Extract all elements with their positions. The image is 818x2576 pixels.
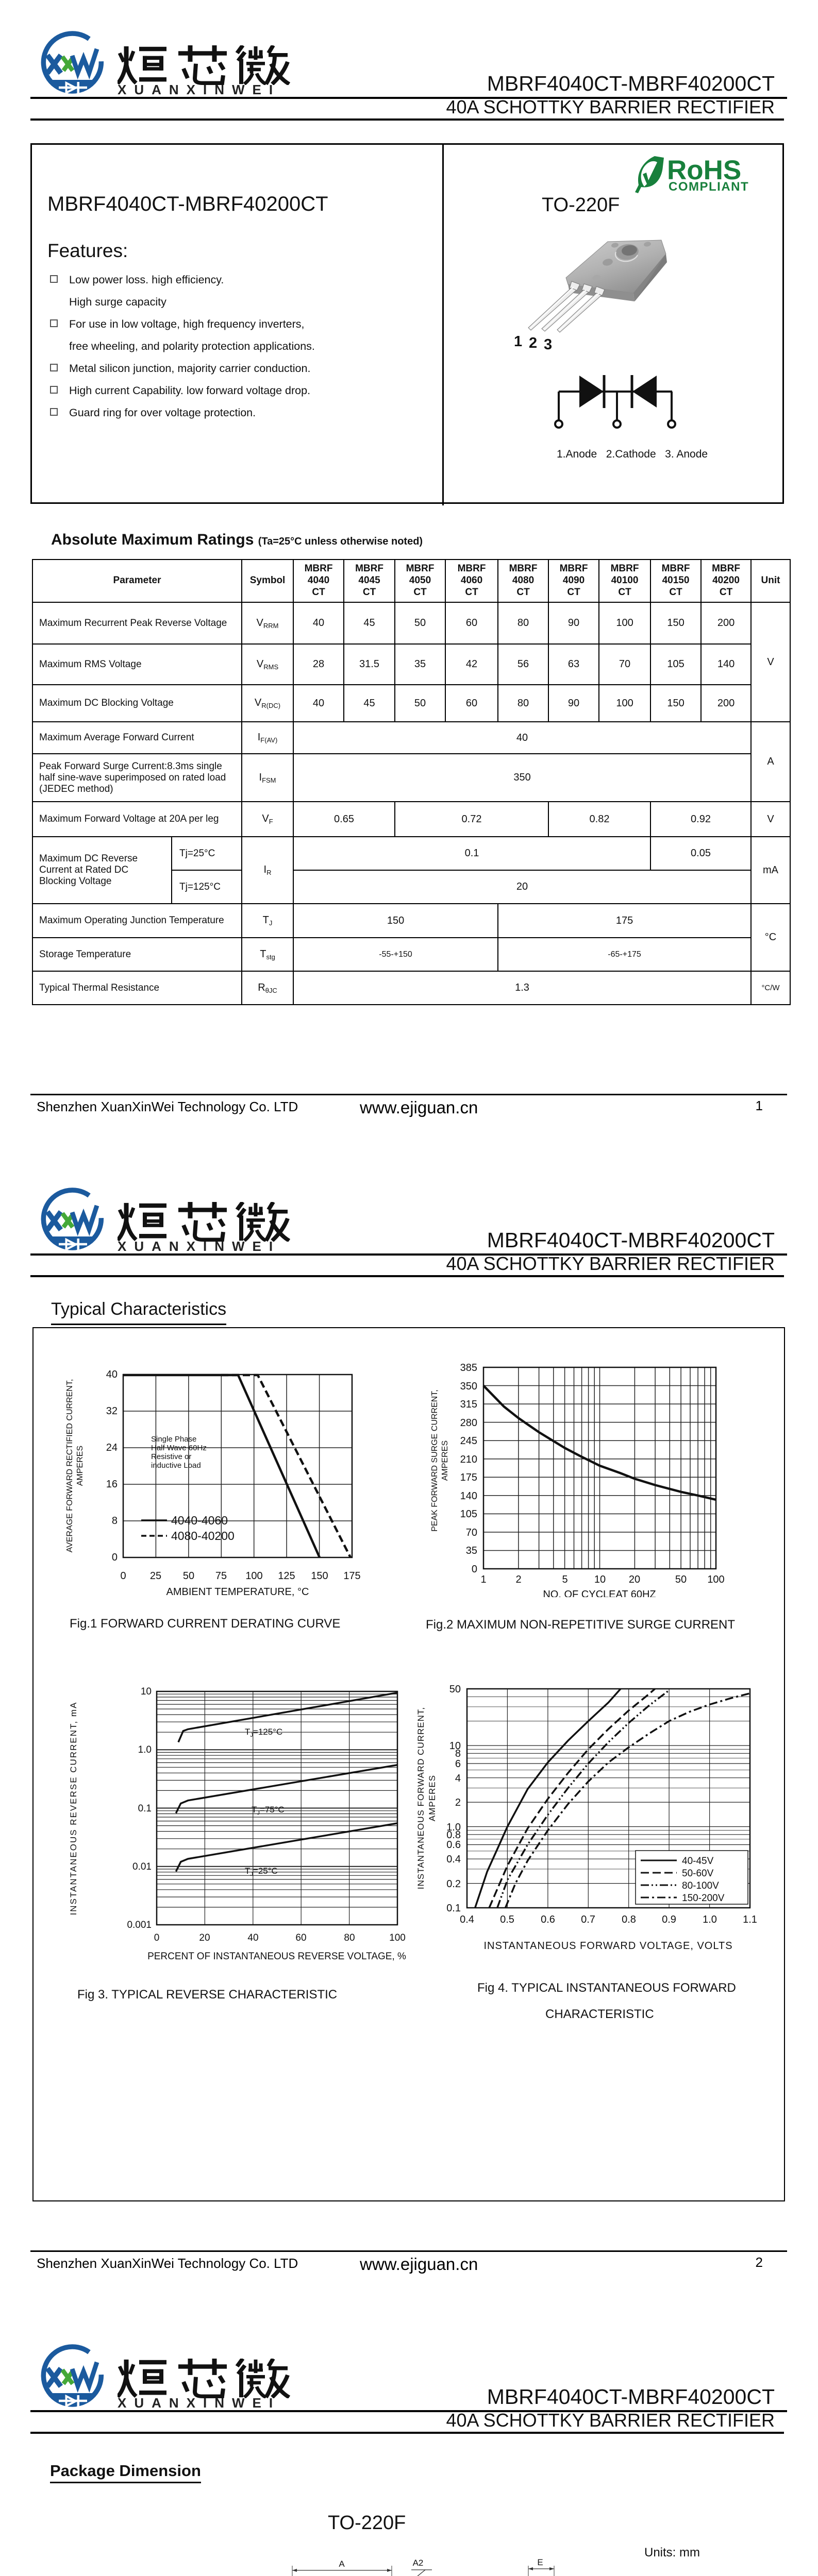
svg-text:1.0: 1.0: [703, 1914, 717, 1925]
svg-text:32: 32: [106, 1405, 118, 1417]
svg-text:5: 5: [562, 1574, 567, 1585]
svg-text:75: 75: [215, 1570, 227, 1582]
svg-text:0.9: 0.9: [662, 1914, 676, 1925]
svg-text:6: 6: [455, 1758, 461, 1770]
svg-text:INSTANTANEOUS REVERSE CURREN: INSTANTANEOUS REVERSE CURRENT, mA: [69, 1702, 78, 1916]
svg-text:RoHS: RoHS: [667, 155, 741, 185]
svg-text:1.0: 1.0: [138, 1744, 152, 1755]
svg-text:24: 24: [106, 1442, 118, 1453]
svg-text:50: 50: [183, 1570, 194, 1582]
svg-text:0.7: 0.7: [581, 1914, 595, 1925]
svg-text:TJ=25°C: TJ=25°C: [245, 1866, 278, 1877]
svg-text:2: 2: [455, 1797, 461, 1808]
svg-text:40-45V: 40-45V: [682, 1856, 714, 1867]
svg-text:INSTANTANEOUS FORWARD CURRENT,: INSTANTANEOUS FORWARD CURRENT,: [416, 1707, 426, 1889]
svg-text:8: 8: [455, 1748, 461, 1759]
svg-text:1: 1: [514, 333, 522, 350]
svg-text:0: 0: [472, 1564, 477, 1575]
svg-text:1: 1: [480, 1574, 486, 1585]
svg-text:40: 40: [247, 1933, 258, 1943]
svg-text:Half Wave 60Hz: Half Wave 60Hz: [151, 1444, 207, 1452]
svg-text:10: 10: [449, 1740, 461, 1752]
svg-text:125: 125: [278, 1570, 295, 1582]
svg-text:35: 35: [466, 1545, 477, 1556]
svg-text:70: 70: [466, 1527, 477, 1538]
svg-text:40: 40: [106, 1369, 118, 1380]
svg-text:E: E: [537, 2557, 543, 2567]
svg-text:100: 100: [707, 1574, 724, 1585]
svg-text:385: 385: [460, 1362, 477, 1374]
svg-text:25: 25: [150, 1570, 161, 1582]
svg-text:50-60V: 50-60V: [682, 1868, 714, 1879]
svg-text:inductive Load: inductive Load: [151, 1461, 201, 1470]
svg-text:10: 10: [594, 1574, 606, 1585]
svg-text:20: 20: [629, 1574, 640, 1585]
svg-text:105: 105: [460, 1509, 477, 1520]
svg-text:8: 8: [112, 1515, 118, 1527]
svg-text:175: 175: [343, 1570, 360, 1582]
svg-text:AMPERES: AMPERES: [427, 1775, 437, 1821]
svg-text:0.1: 0.1: [446, 1903, 461, 1914]
svg-text:16: 16: [106, 1479, 118, 1490]
svg-text:100: 100: [245, 1570, 262, 1582]
svg-text:3: 3: [544, 336, 552, 350]
svg-text:NO. OF CYCLEAT 60HZ: NO. OF CYCLEAT 60HZ: [543, 1589, 656, 1597]
svg-text:0: 0: [112, 1552, 118, 1563]
svg-text:PERCENT OF INSTANTANEOUS REVER: PERCENT OF INSTANTANEOUS REVERSE VOLTAGE…: [147, 1951, 406, 1962]
svg-text:2: 2: [515, 1574, 521, 1585]
svg-text:0.01: 0.01: [132, 1861, 152, 1872]
svg-text:0.6: 0.6: [541, 1914, 555, 1925]
svg-text:210: 210: [460, 1454, 477, 1465]
svg-text:TJ=75°C: TJ=75°C: [252, 1805, 285, 1816]
svg-text:2: 2: [529, 335, 537, 350]
svg-text:0.1: 0.1: [138, 1803, 152, 1814]
svg-text:100: 100: [389, 1933, 406, 1943]
svg-text:80: 80: [344, 1933, 355, 1943]
svg-text:0.5: 0.5: [500, 1914, 514, 1925]
svg-text:150-200V: 150-200V: [682, 1893, 725, 1904]
svg-text:4: 4: [455, 1773, 461, 1784]
svg-text:0.8: 0.8: [446, 1829, 461, 1841]
svg-text:TJ=125°C: TJ=125°C: [245, 1727, 282, 1738]
svg-text:10: 10: [141, 1686, 152, 1697]
svg-text:315: 315: [460, 1399, 477, 1410]
svg-text:Resistive or: Resistive or: [151, 1452, 191, 1461]
svg-text:245: 245: [460, 1435, 477, 1447]
svg-text:0: 0: [120, 1570, 126, 1582]
svg-text:AMPERES: AMPERES: [76, 1446, 85, 1486]
svg-text:AMBIENT TEMPERATURE, °C: AMBIENT TEMPERATURE, °C: [166, 1586, 309, 1597]
svg-text:80-100V: 80-100V: [682, 1880, 719, 1891]
svg-text:PEAK FORWARD SURGE CURRENT,: PEAK FORWARD SURGE CURRENT,: [430, 1389, 439, 1532]
svg-text:A: A: [339, 2559, 345, 2569]
svg-text:50: 50: [449, 1684, 461, 1695]
svg-text:1.0: 1.0: [446, 1822, 461, 1833]
svg-text:0: 0: [154, 1933, 160, 1943]
svg-text:0.6: 0.6: [446, 1839, 461, 1851]
svg-text:140: 140: [460, 1490, 477, 1502]
svg-text:Single Phase: Single Phase: [151, 1435, 196, 1444]
svg-text:A2: A2: [413, 2558, 424, 2568]
svg-text:150: 150: [311, 1570, 328, 1582]
svg-text:60: 60: [295, 1933, 306, 1943]
svg-text:0.4: 0.4: [446, 1854, 461, 1865]
svg-text:4080-40200: 4080-40200: [171, 1529, 235, 1543]
svg-text:175: 175: [460, 1472, 477, 1483]
svg-text:0.001: 0.001: [127, 1920, 152, 1930]
svg-text:20: 20: [199, 1933, 210, 1943]
svg-text:INSTANTANEOUS FORWARD VOLTAGE,: INSTANTANEOUS FORWARD VOLTAGE, VOLTS: [483, 1940, 732, 1952]
svg-text:0.4: 0.4: [460, 1914, 474, 1925]
svg-text:4040-4060: 4040-4060: [171, 1514, 228, 1527]
svg-text:COMPLIANT: COMPLIANT: [669, 180, 749, 194]
svg-text:280: 280: [460, 1417, 477, 1429]
svg-text:AVERAGE FORWARD RECTIFIED CURR: AVERAGE FORWARD RECTIFIED CURRENT,: [65, 1379, 74, 1553]
svg-text:50: 50: [675, 1574, 687, 1585]
svg-text:350: 350: [460, 1381, 477, 1392]
svg-text:0.2: 0.2: [446, 1878, 461, 1890]
svg-text:AMPERES: AMPERES: [441, 1440, 449, 1481]
svg-text:0.8: 0.8: [622, 1914, 636, 1925]
svg-text:1.1: 1.1: [743, 1914, 757, 1925]
